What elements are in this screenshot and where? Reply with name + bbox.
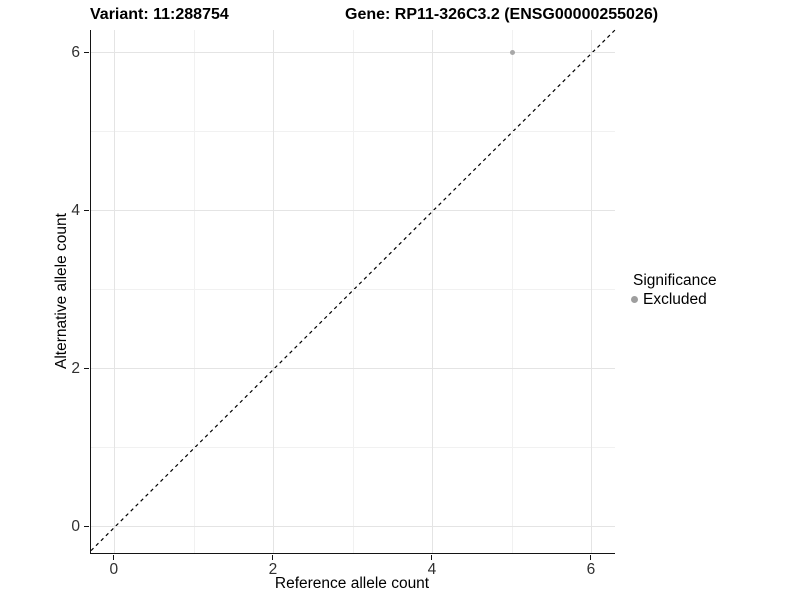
x-tick-label: 0 — [109, 561, 119, 578]
y-major-gridline — [91, 52, 615, 54]
legend-title: Significance — [633, 272, 717, 289]
x-major-gridline — [273, 30, 275, 553]
x-major-gridline — [114, 30, 116, 553]
x-axis-tick — [431, 554, 433, 560]
legend-item-label: Excluded — [643, 291, 707, 308]
plot-panel — [90, 29, 616, 554]
y-axis-tick — [83, 368, 89, 370]
y-minor-gridline — [91, 131, 615, 133]
x-minor-gridline — [511, 30, 513, 553]
y-minor-gridline — [91, 447, 615, 449]
variant-title: Variant: 11:288754 — [90, 6, 229, 23]
y-axis-tick — [83, 526, 89, 528]
x-tick-label: 6 — [586, 561, 596, 578]
x-major-gridline — [591, 30, 593, 553]
x-tick-label: 2 — [268, 561, 278, 578]
x-axis-tick — [272, 554, 274, 560]
data-point — [509, 50, 515, 56]
x-axis-tick — [113, 554, 115, 560]
y-major-gridline — [91, 368, 615, 370]
x-tick-label: 4 — [427, 561, 437, 578]
y-axis-title: Alternative allele count — [53, 213, 70, 369]
y-minor-gridline — [91, 289, 615, 291]
y-tick-label: 6 — [71, 43, 80, 61]
y-major-gridline — [91, 526, 615, 528]
y-tick-label: 0 — [71, 517, 80, 535]
y-axis-tick — [83, 52, 89, 54]
x-minor-gridline — [193, 30, 195, 553]
y-tick-label: 4 — [71, 201, 80, 219]
y-major-gridline — [91, 210, 615, 212]
x-axis-title: Reference allele count — [274, 575, 430, 592]
x-axis-tick — [590, 554, 592, 560]
gene-title: Gene: RP11-326C3.2 (ENSG00000255026) — [345, 6, 659, 23]
legend-item-excluded: Excluded — [629, 290, 717, 309]
x-minor-gridline — [352, 30, 354, 553]
y-axis-tick — [83, 210, 89, 212]
legend: Significance Excluded — [629, 271, 717, 309]
x-major-gridline — [432, 30, 434, 553]
y-tick-label: 2 — [71, 359, 80, 377]
excluded-point-icon — [631, 296, 638, 303]
